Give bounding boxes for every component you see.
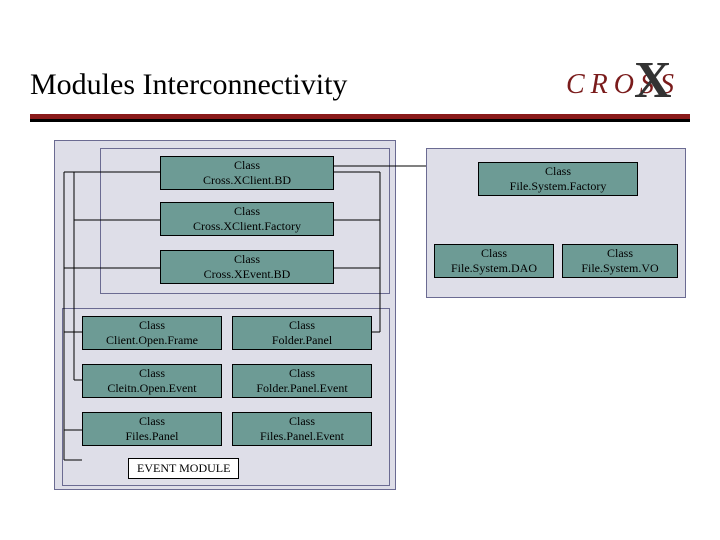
node-folder-panel: Class Folder.Panel xyxy=(232,316,372,350)
node-files-panel: Class Files.Panel xyxy=(82,412,222,446)
event-module-label: EVENT MODULE xyxy=(128,458,239,479)
node-client-factory: Class Cross.XClient.Factory xyxy=(160,202,334,236)
node-fs-dao: Class File.System.DAO xyxy=(434,244,554,278)
title-underline xyxy=(30,114,690,119)
logo-x-icon: X xyxy=(634,51,678,110)
node-folder-panel-event: Class Folder.Panel.Event xyxy=(232,364,372,398)
node-open-frame: Class Client.Open.Frame xyxy=(82,316,222,350)
node-event-bd: Class Cross.XEvent.BD xyxy=(160,250,334,284)
node-fs-vo: Class File.System.VO xyxy=(562,244,678,278)
node-client-bd: Class Cross.XClient.BD xyxy=(160,156,334,190)
node-fs-factory: Class File.System.Factory xyxy=(478,162,638,196)
logo: CROSS X xyxy=(566,69,690,101)
page-title: Modules Interconnectivity xyxy=(30,68,347,102)
node-open-event: Class Cleitn.Open.Event xyxy=(82,364,222,398)
node-files-panel-event: Class Files.Panel.Event xyxy=(232,412,372,446)
